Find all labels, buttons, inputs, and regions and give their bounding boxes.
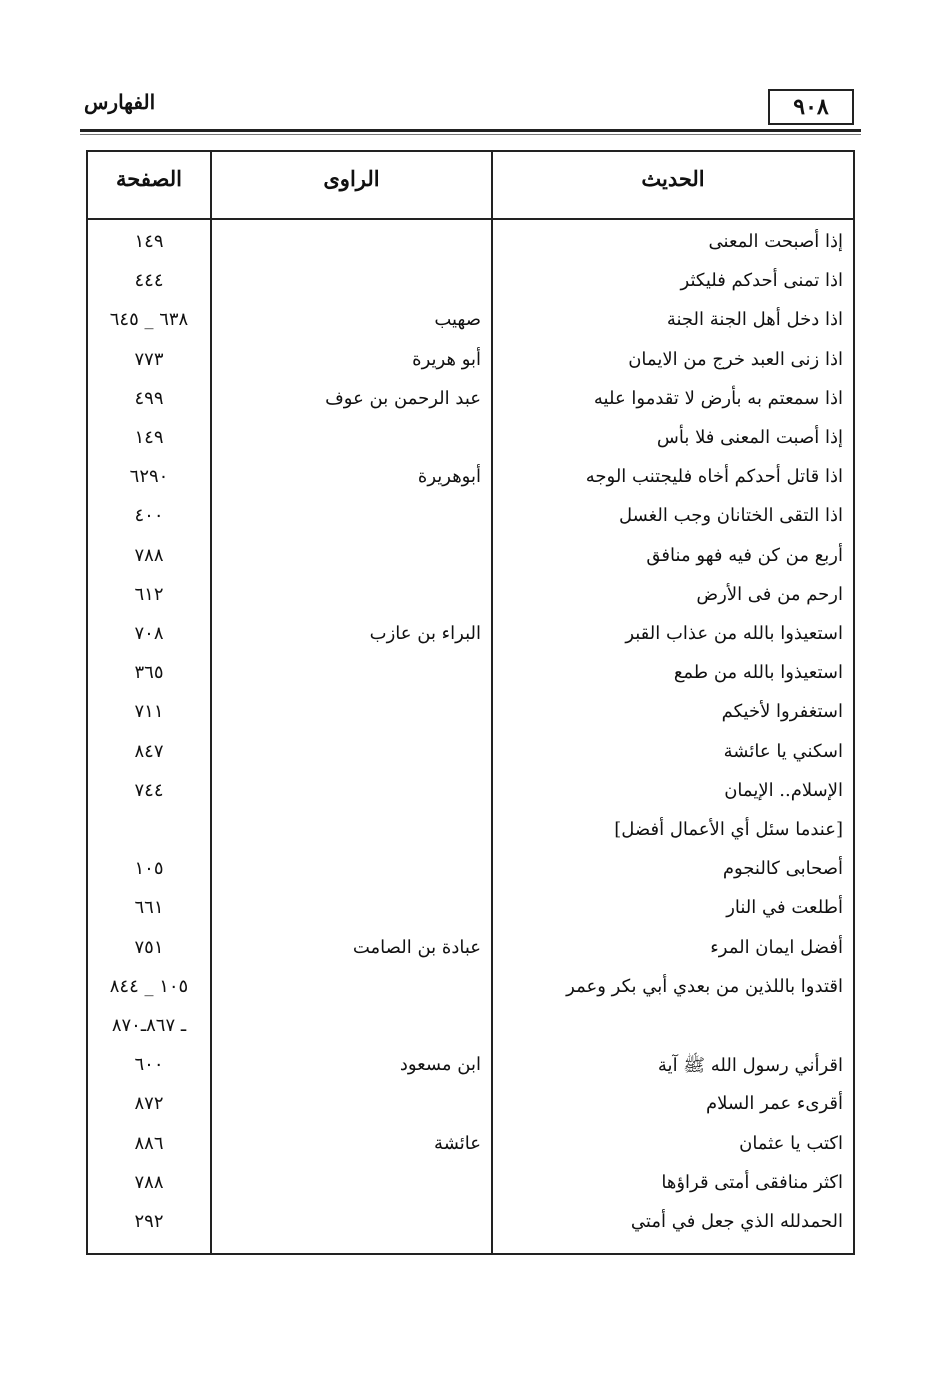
column-header-narrator: الراوى: [323, 166, 380, 191]
page-cell: ١٤٩: [134, 427, 164, 448]
table-row: اذا دخل أهل الجنة الجنة صهيب ٦٣٨ _ ٦٤٥: [88, 309, 853, 345]
hadith-cell: اقرأني رسول الله ﷺ آية: [657, 1055, 843, 1077]
table-row: أقرىء عمر السلام ٨٧٢: [88, 1093, 853, 1129]
page-cell: ـ ٨٦٧ـ٨٧٠: [111, 1015, 187, 1036]
page-cell: ٦٣٨ _ ٦٤٥: [109, 309, 189, 331]
page-cell: ٨٤٧: [134, 740, 164, 762]
page-cell: ٤٠٠: [134, 505, 164, 527]
header-divider: [88, 218, 853, 220]
hadith-cell: ارحم من فى الأرض: [696, 583, 843, 605]
page-cell: ٤٤٤: [134, 270, 164, 292]
hadith-cell: اقتدوا باللذين من بعدي أبي بكر وعمر: [566, 975, 843, 997]
table-row: اذا تمنى أحدكم فليكثر ٤٤٤: [88, 270, 853, 306]
page-cell: ٣٦٥: [134, 662, 164, 684]
table-row: إذا أصبت المعنى فلا بأس ١٤٩: [88, 427, 853, 463]
table-row: اذا قاتل أحدكم أخاه فليجتنب الوجه أبوهرير…: [88, 466, 853, 502]
table-row: اذا سمعتم به بأرض لا تقدموا عليه عبد الرح…: [88, 388, 853, 424]
hadith-index-table: الصفحة الراوى الحديث إذا أصبحت المعنى ١٤٩…: [86, 150, 855, 1255]
hadith-cell: اذا زنى العبد خرج من الايمان: [628, 348, 843, 370]
hadith-cell: إذا أصبت المعنى فلا بأس: [656, 427, 843, 448]
hadith-cell: اذا دخل أهل الجنة الجنة: [666, 309, 843, 331]
narrator-cell: البراء بن عازب: [369, 623, 481, 644]
table-row: اقرأني رسول الله ﷺ آية ابن مسعود ٦٠٠: [88, 1054, 853, 1090]
hadith-cell: اذا قاتل أحدكم أخاه فليجتنب الوجه: [585, 466, 843, 488]
page-cell: ١٤٩: [134, 231, 164, 252]
narrator-cell: عبد الرحمن بن عوف: [325, 387, 481, 409]
table-row: استعيذوا بالله من عذاب القبر البراء بن عا…: [88, 623, 853, 659]
hadith-cell: الحمدلله الذي جعل في أمتي: [630, 1211, 843, 1232]
page-cell: ١٠٥ _ ٨٤٤: [109, 975, 189, 997]
narrator-cell: أبو هريرة: [412, 348, 481, 370]
page-cell: ٧٤٤: [134, 779, 164, 801]
table-row: اسكني يا عائشة ٨٤٧: [88, 741, 853, 777]
page-cell: ٤٩٩: [134, 387, 164, 409]
column-header-page: الصفحة: [116, 166, 182, 191]
column-header-hadith: الحديث: [641, 166, 705, 191]
hadith-cell: أصحابى كالنجوم: [722, 858, 843, 880]
narrator-cell: عائشة: [434, 1132, 481, 1154]
page-cell: ٦٢٩٠: [129, 466, 169, 488]
header-rule: [80, 129, 861, 132]
hadith-cell: الإسلام.. الإيمان: [724, 779, 843, 801]
table-row: أفضل ايمان المرء عبادة بن الصامت ٧٥١: [88, 937, 853, 973]
table-row: ـ ٨٦٧ـ٨٧٠: [88, 1015, 853, 1051]
table-row: اكثر منافقى أمتى قراؤها ٧٨٨: [88, 1172, 853, 1208]
page-cell: ٧٧٣: [134, 348, 164, 370]
page-cell: ٧١١: [134, 701, 164, 723]
column-divider: [210, 152, 212, 1253]
hadith-cell: استعيذوا بالله من عذاب القبر: [625, 623, 843, 644]
hadith-cell: استغفروا لأخيكم: [721, 701, 843, 723]
table-row: أصحابى كالنجوم ١٠٥: [88, 858, 853, 894]
hadith-cell: اذا سمعتم به بأرض لا تقدموا عليه: [593, 387, 843, 409]
table-row: أربع من كن فيه فهو منافق ٧٨٨: [88, 545, 853, 581]
hadith-cell: [عندما سئل أي الأعمال أفضل]: [614, 819, 843, 840]
page-cell: ٦٠٠: [134, 1054, 164, 1076]
table-row: اذا زنى العبد خرج من الايمان أبو هريرة ٧٧٣: [88, 349, 853, 385]
hadith-cell: أقرىء عمر السلام: [705, 1093, 843, 1115]
page-cell: ٢٩٢: [134, 1211, 164, 1232]
table-row: أطلعت في النار ٦٦١: [88, 897, 853, 933]
hadith-cell: أطلعت في النار: [726, 897, 843, 919]
page-cell: ٦٦١: [134, 897, 164, 919]
page-cell: ٧٠٨: [134, 623, 164, 644]
page-cell: ٧٨٨: [134, 544, 164, 566]
page-cell: ٧٥١: [134, 936, 164, 958]
hadith-cell: اكثر منافقى أمتى قراؤها: [661, 1171, 843, 1193]
hadith-cell: اسكني يا عائشة: [723, 740, 843, 762]
header-rule-thin: [80, 134, 861, 135]
hadith-cell: اذا تمنى أحدكم فليكثر: [680, 270, 843, 292]
page-cell: ١٠٥: [134, 858, 164, 880]
narrator-cell: أبوهريرة: [417, 466, 481, 488]
running-title: الفهارس: [84, 90, 156, 114]
page-cell: ٦١٢: [134, 583, 164, 605]
table-row: إذا أصبحت المعنى ١٤٩: [88, 231, 853, 267]
table-row: اذا التقى الختانان وجب الغسل ٤٠٠: [88, 505, 853, 541]
page-cell: ٨٧٢: [134, 1093, 164, 1115]
hadith-cell: أربع من كن فيه فهو منافق: [646, 544, 843, 566]
hadith-cell: إذا أصبحت المعنى: [708, 231, 843, 252]
table-row: استعيذوا بالله من طمع ٣٦٥: [88, 662, 853, 698]
hadith-cell: استعيذوا بالله من طمع: [673, 662, 843, 684]
hadith-cell: اذا التقى الختانان وجب الغسل: [618, 505, 843, 527]
hadith-cell: اكتب يا عثمان: [739, 1132, 843, 1154]
narrator-cell: عبادة بن الصامت: [352, 936, 481, 958]
narrator-cell: ابن مسعود: [399, 1054, 481, 1076]
narrator-cell: صهيب: [434, 309, 481, 331]
page-cell: ٧٨٨: [134, 1171, 164, 1193]
table-row: الإسلام.. الإيمان ٧٤٤: [88, 780, 853, 816]
table-row: [عندما سئل أي الأعمال أفضل]: [88, 819, 853, 855]
table-row: ارحم من فى الأرض ٦١٢: [88, 584, 853, 620]
table-row: الحمدلله الذي جعل في أمتي ٢٩٢: [88, 1211, 853, 1247]
table-row: اكتب يا عثمان عائشة ٨٨٦: [88, 1133, 853, 1169]
column-divider: [491, 152, 493, 1253]
page-number: ٩٠٨: [768, 89, 854, 125]
table-row: اقتدوا باللذين من بعدي أبي بكر وعمر ١٠٥ _…: [88, 976, 853, 1012]
page-cell: ٨٨٦: [134, 1132, 164, 1154]
table-row: استغفروا لأخيكم ٧١١: [88, 701, 853, 737]
hadith-cell: أفضل ايمان المرء: [710, 936, 843, 958]
